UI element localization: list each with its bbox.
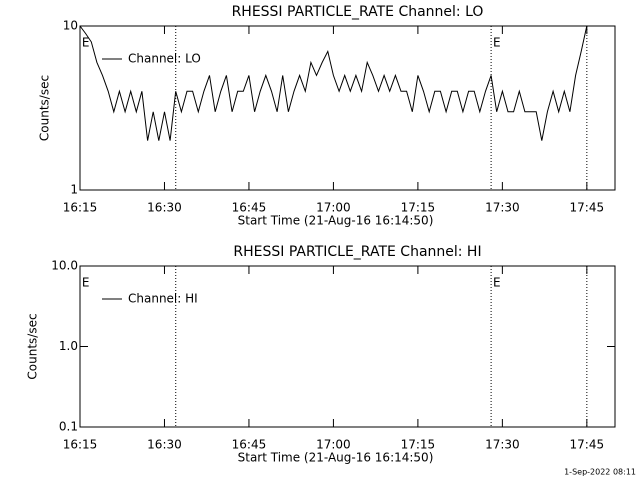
y-tick-label: 1 [70, 183, 78, 197]
chart-title: RHESSI PARTICLE_RATE Channel: LO [232, 4, 484, 20]
x-axis-label: Start Time (21-Aug-16 16:14:50) [238, 451, 434, 465]
x-tick-label: 16:15 [63, 201, 98, 215]
annotation: E [493, 36, 501, 50]
x-tick-label: 17:30 [485, 438, 520, 452]
data-line [79, 25, 588, 141]
x-tick-label: 16:45 [232, 201, 267, 215]
x-tick-label: 17:45 [570, 438, 605, 452]
chart-title: RHESSI PARTICLE_RATE Channel: HI [233, 244, 481, 260]
y-tick-label: 10.0 [51, 259, 78, 273]
annotation: E [82, 276, 90, 290]
x-tick-label: 16:30 [147, 201, 182, 215]
y-axis-label: Counts/sec [26, 313, 40, 379]
x-tick-label: 16:30 [147, 438, 182, 452]
y-axis-label: Counts/sec [38, 75, 52, 141]
annotation: E [82, 36, 90, 50]
x-axis-label: Start Time (21-Aug-16 16:14:50) [238, 214, 434, 228]
annotation: E [493, 276, 501, 290]
y-tick-label: 0.1 [59, 420, 78, 434]
legend-label: Channel: LO [128, 52, 201, 66]
x-tick-label: 17:15 [401, 201, 436, 215]
plot-frame [79, 25, 616, 191]
y-tick-label: 10 [63, 19, 78, 33]
x-tick-label: 17:45 [570, 201, 605, 215]
x-tick-label: 17:30 [485, 201, 520, 215]
legend-label: Channel: HI [128, 292, 198, 306]
y-tick-label: 1.0 [59, 339, 78, 353]
x-tick-label: 17:00 [316, 201, 351, 215]
footer: 1-Sep-2022 08:11 [564, 468, 636, 477]
x-tick-label: 16:15 [63, 438, 98, 452]
x-tick-label: 17:15 [401, 438, 436, 452]
plot-frame [79, 265, 616, 428]
x-tick-label: 16:45 [232, 438, 267, 452]
x-tick-label: 17:00 [316, 438, 351, 452]
